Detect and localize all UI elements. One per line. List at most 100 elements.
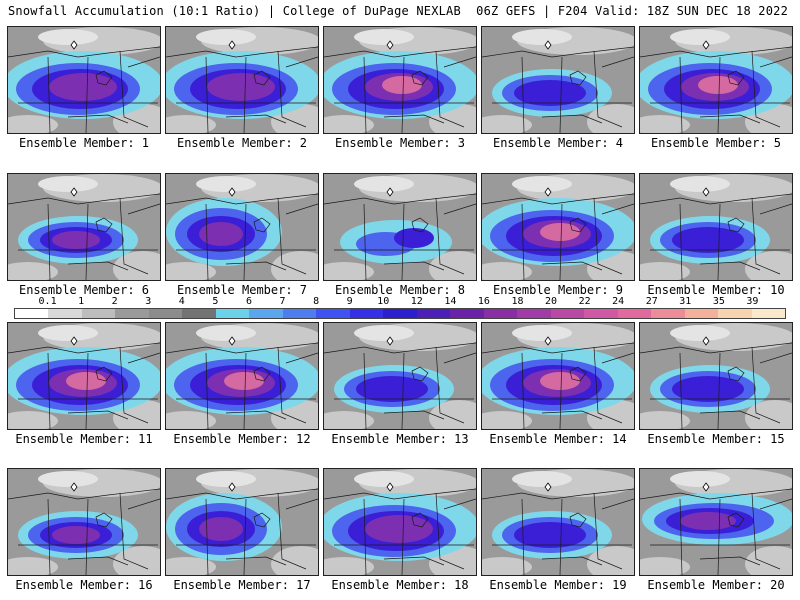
pale-gray-field <box>512 29 572 45</box>
boundary-line <box>324 342 476 354</box>
boundary-line <box>166 46 318 58</box>
boundary-line <box>119 492 149 570</box>
boundary-line <box>759 352 792 364</box>
boundary-line <box>127 203 160 215</box>
great-lakes-outline <box>411 70 429 86</box>
boundary-line <box>166 193 318 205</box>
boundary-line <box>482 46 634 58</box>
colorbar-tick-label: 10 <box>377 296 390 307</box>
snowfall-contour <box>365 515 433 543</box>
station-marker-icon <box>228 187 236 197</box>
ensemble-map-panel <box>323 322 477 430</box>
boundary-line <box>593 50 623 128</box>
ensemble-member-label: Ensemble Member: 11 <box>15 432 153 446</box>
light-gray-field <box>324 411 374 429</box>
colorbar-swatch <box>684 309 719 318</box>
colorbar-tick-label: 24 <box>612 296 625 307</box>
pale-gray-field <box>196 29 256 45</box>
ensemble-member-label: Ensemble Member: 5 <box>650 136 782 150</box>
pale-gray-field <box>196 325 256 341</box>
light-gray-field <box>166 557 216 575</box>
snowfall-contour <box>199 222 243 246</box>
snowfall-contour <box>52 231 100 249</box>
colorbar-tick-label: 12 <box>410 296 423 307</box>
station-marker-icon <box>386 40 394 50</box>
boundary-line <box>435 50 465 128</box>
station-marker-icon <box>70 40 78 50</box>
ensemble-member-label: Ensemble Member: 15 <box>647 432 785 446</box>
ensemble-member-label: Ensemble Member: 4 <box>492 136 624 150</box>
pale-gray-field <box>196 471 256 487</box>
ensemble-map-panel <box>7 26 161 134</box>
colorbar-swatch <box>751 309 786 318</box>
great-lakes-outline <box>569 366 587 382</box>
station-marker-icon <box>702 40 710 50</box>
boundary-line <box>243 498 247 575</box>
ensemble-map-panel <box>481 322 635 430</box>
great-lakes-outline <box>95 512 113 528</box>
colorbar-swatch <box>215 309 250 318</box>
ensemble-member-label: Ensemble Member: 10 <box>647 283 785 297</box>
snowfall-contour <box>52 526 100 544</box>
colorbar-tick-label: 8 <box>313 296 320 307</box>
boundary-line <box>285 352 318 364</box>
boundary-line <box>363 352 367 429</box>
boundary-line <box>205 498 209 575</box>
snowfall-map <box>166 174 318 280</box>
boundary-line <box>383 114 445 124</box>
snowfall-contour <box>224 372 264 390</box>
snowfall-map <box>166 469 318 575</box>
colorbar-tick-label: 22 <box>578 296 591 307</box>
boundary-line <box>363 498 367 575</box>
light-gray-field <box>745 546 792 575</box>
ensemble-map-panel <box>481 173 635 281</box>
colorbar-swatch <box>349 309 384 318</box>
light-gray-field <box>640 262 690 280</box>
pale-gray-field <box>38 176 98 192</box>
ensemble-map-panel <box>481 26 635 134</box>
boundary-line <box>243 203 247 280</box>
snowfall-map <box>166 27 318 133</box>
light-gray-field <box>482 262 532 280</box>
great-lakes-outline <box>411 512 429 528</box>
colorbar-tick-label: 1 <box>78 296 85 307</box>
station-marker-icon <box>386 482 394 492</box>
boundary-line <box>521 498 525 575</box>
snowfall-contour <box>49 73 117 101</box>
ensemble-member-label: Ensemble Member: 6 <box>18 283 150 297</box>
boundary-line <box>225 261 287 271</box>
colorbar-swatch <box>148 309 183 318</box>
colorbar-swatch <box>584 309 618 318</box>
boundary-line <box>8 193 160 205</box>
colorbar-swatch <box>182 309 216 318</box>
boundary-line <box>8 342 160 354</box>
colorbar-tick-label: 27 <box>645 296 658 307</box>
ensemble-member-label: Ensemble Member: 16 <box>15 578 153 592</box>
boundary-line <box>601 498 634 510</box>
station-marker-icon <box>702 187 710 197</box>
station-marker-icon <box>228 40 236 50</box>
ensemble-map-panel <box>165 322 319 430</box>
boundary-line <box>119 50 149 128</box>
ensemble-map-panel <box>323 26 477 134</box>
ensemble-map-panel <box>165 26 319 134</box>
boundary-line <box>751 197 781 275</box>
snowfall-contour <box>199 517 243 541</box>
ensemble-map-panel <box>323 468 477 576</box>
light-gray-field <box>8 411 58 429</box>
boundary-line <box>699 261 761 271</box>
boundary-line <box>559 203 563 280</box>
pale-gray-field <box>512 471 572 487</box>
ensemble-member-label: Ensemble Member: 1 <box>18 136 150 150</box>
boundary-line <box>383 410 445 420</box>
boundary-line <box>601 352 634 364</box>
boundary-line <box>383 556 445 566</box>
colorbar-swatch <box>651 309 685 318</box>
boundary-line <box>119 197 149 275</box>
station-marker-icon <box>228 482 236 492</box>
boundary-line <box>640 46 792 58</box>
light-gray-field <box>271 251 318 280</box>
ensemble-member-label: Ensemble Member: 18 <box>331 578 469 592</box>
colorbar-swatch <box>249 309 283 318</box>
light-gray-field <box>8 115 58 133</box>
